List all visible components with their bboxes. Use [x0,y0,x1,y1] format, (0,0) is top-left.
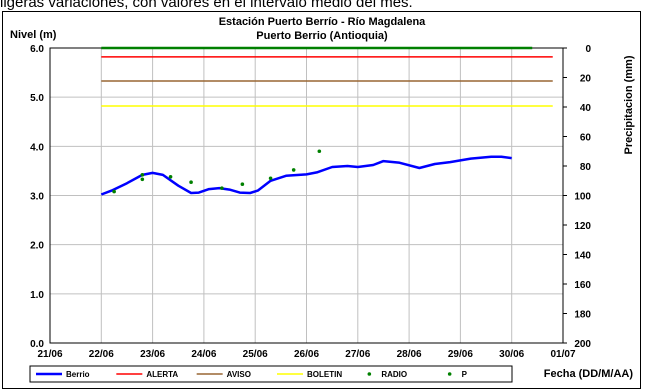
legend-marker [367,372,372,376]
y-tick-label: 3.0 [30,192,44,203]
chart-title: Estación Puerto Berrío - Río Magdalena [219,16,426,28]
y2-tick-label: 40 [580,103,592,114]
legend-label: RADIO [381,370,407,379]
data-point-p [220,186,224,190]
y2-axis-label: Precipitacion (mm) [623,55,635,154]
y2-tick-label: 60 [580,133,592,144]
x-tick-label: 28/06 [397,349,422,360]
chart-subtitle: Puerto Berrio (Antioquia) [256,30,388,42]
x-tick-label: 26/06 [294,349,319,360]
legend-box [29,365,513,383]
legend-label: Berrio [66,370,90,379]
data-point-radio [189,180,193,185]
data-point-radio [112,189,116,194]
x-tick-label: 23/06 [140,349,165,360]
data-point-radio [140,173,145,177]
chart-frame [2,11,641,389]
y-tick-label: 6.0 [30,44,44,55]
y-tick-label: 2.0 [30,241,44,252]
x-tick-label: 25/06 [243,349,268,360]
x-tick-label: 22/06 [89,349,114,360]
legend-label: ALERTA [146,370,178,379]
y2-tick-label: 0 [585,44,591,55]
y-tick-label: 1.0 [30,290,44,301]
data-point-radio [291,168,296,172]
data-point-p [140,177,145,182]
data-point-radio [240,182,245,186]
y2-tick-label: 120 [574,221,591,232]
x-tick-label: 27/06 [345,349,370,360]
plot-area: 21/06 22/06 23/06 24/06 25/06 26/06 27/06 28/06… [30,44,591,360]
y2-tick-label: 200 [574,339,591,350]
y2-tick-label: 140 [574,251,591,262]
x-tick-label: 21/06 [37,349,62,360]
legend-label: BOLETIN [307,370,342,379]
data-point-radio [317,149,322,154]
y2-tick-label: 100 [574,192,591,203]
series-line-berrio [100,155,512,196]
y2-tick-label: 160 [574,280,591,291]
x-tick-label: 29/06 [448,349,473,360]
y-tick-label: 0.0 [30,339,44,350]
x-tick-label: 24/06 [191,349,216,360]
x-tick-label: 01/07 [550,349,575,360]
y-tick-label: 4.0 [30,142,44,153]
legend: Berrio ALERTA AVISO BOLETIN RADIO P [29,365,513,383]
legend-label: AVISO [227,370,251,379]
x-axis-label: Fecha (DD/M/AA) [544,368,634,380]
y2-tick-label: 180 [574,310,591,321]
y2-tick-label: 80 [580,162,592,173]
y-tick-label: 5.0 [30,93,44,104]
legend-label: P [462,370,468,379]
caption-text: ligeras variaciones, con valores en el i… [0,0,413,11]
y-axis-label: Nivel (m) [10,29,57,41]
data-point-p [168,175,173,179]
legend-marker [447,372,452,376]
y2-tick-label: 20 [580,74,592,85]
data-point-p [268,176,273,181]
x-tick-label: 30/06 [499,349,524,360]
